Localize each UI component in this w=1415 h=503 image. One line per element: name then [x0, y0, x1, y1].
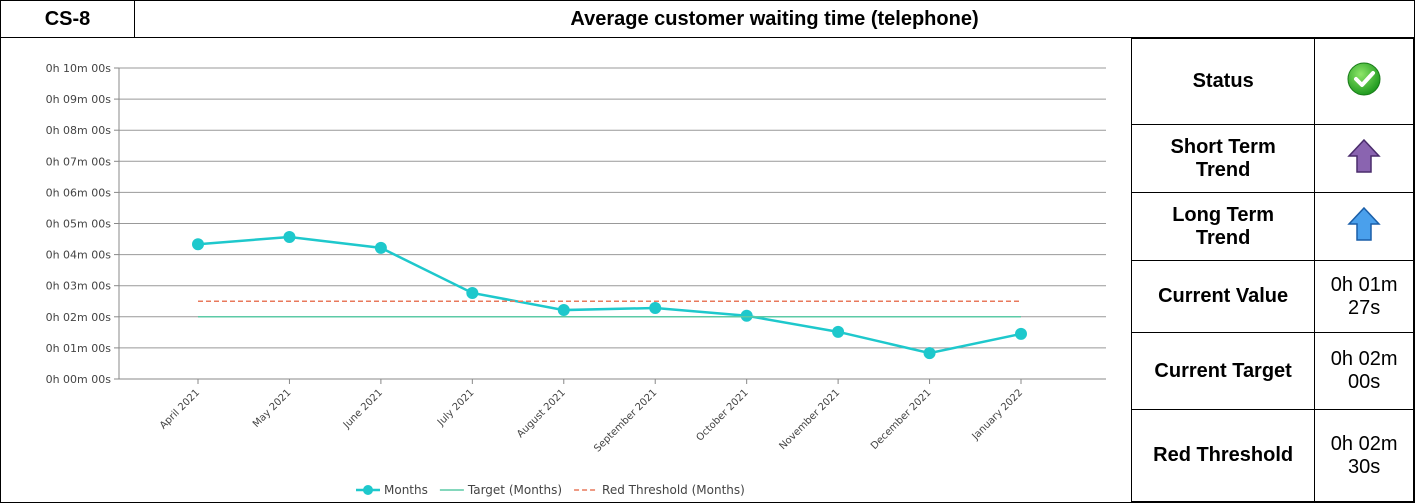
x-tick-label: November 2021	[777, 387, 842, 452]
chart: 0h 00m 00s 0h 01m 00s 0h 02m 00s 0h 03m 00s…	[46, 62, 1106, 497]
up-arrow	[1347, 138, 1381, 173]
indicator-table: Status Short Term Trend Long Term Trend	[1130, 38, 1414, 502]
x-tick-label: June 2021	[341, 387, 385, 431]
point	[740, 309, 753, 322]
trend-icon	[1314, 192, 1414, 261]
value: 0h 02m 30s	[1314, 409, 1414, 502]
point	[649, 301, 662, 314]
value: 0h 01m 27s	[1314, 260, 1414, 333]
series-line	[197, 235, 1022, 355]
y-tick-label: 0h 01m 00s	[46, 342, 112, 355]
y-tick-label: 0h 08m 00s	[46, 124, 112, 137]
x-tick-label: January 2022	[970, 387, 1026, 443]
row: Long Term Trend	[1130, 192, 1414, 261]
row: Status	[1130, 38, 1414, 125]
legend: Months Target (Months) Red Threshold (Mont…	[356, 483, 745, 497]
x-tick-label: October 2021	[694, 387, 750, 443]
point	[466, 286, 479, 299]
row: Current Value 0h 01m 27s	[1130, 260, 1414, 333]
x-tick-label: May 2021	[251, 387, 294, 430]
label: Status	[1130, 38, 1316, 125]
label: Short Term Trend	[1130, 124, 1316, 193]
label: Red Threshold	[1130, 409, 1316, 502]
row: Current Target 0h 02m 00s	[1130, 332, 1414, 410]
point	[283, 230, 296, 243]
label: Current Target	[1130, 332, 1316, 410]
x-tick-label: August 2021	[515, 387, 568, 440]
legend-label: Target (Months)	[467, 483, 562, 497]
row: Red Threshold 0h 02m 30s	[1130, 409, 1414, 502]
point	[1015, 327, 1027, 340]
up-arrow	[1347, 206, 1381, 241]
code: CS-8	[1, 1, 135, 38]
label: Current Value	[1130, 260, 1316, 333]
y-tick-label: 0h 06m 00s	[46, 186, 112, 199]
point	[923, 347, 936, 360]
trend-icon	[1314, 124, 1414, 193]
y-tick-label: 0h 05m 00s	[46, 218, 112, 231]
row: Short Term Trend	[1130, 124, 1414, 193]
y-tick-label: 0h 10m 00s	[46, 62, 112, 75]
legend-marker	[363, 485, 373, 495]
point	[557, 304, 570, 317]
y-tick-label: 0h 02m 00s	[46, 311, 112, 324]
legend-label: Red Threshold (Months)	[602, 483, 745, 497]
label: Long Term Trend	[1130, 192, 1316, 261]
y-tick-label: 0h 09m 00s	[46, 93, 112, 106]
title: Average customer waiting time (telephone…	[135, 1, 1414, 38]
x-tick-label: September 2021	[592, 387, 659, 454]
legend-label: Months	[384, 483, 428, 497]
y-tick-label: 0h 03m 00s	[46, 280, 112, 293]
x-tick-label: April 2021	[158, 387, 202, 431]
status-icon	[1314, 38, 1414, 125]
y-tick-label: 0h 04m 00s	[46, 249, 112, 262]
point	[192, 238, 204, 251]
y-tick-label: 0h 00m 00s	[46, 373, 112, 386]
y-tick-label: 0h 07m 00s	[46, 155, 112, 168]
x-tick-label: July 2021	[435, 387, 476, 428]
x-tick-label: December 2021	[869, 387, 934, 452]
point	[374, 241, 387, 254]
value: 0h 02m 00s	[1314, 332, 1414, 410]
check-icon	[1347, 62, 1381, 95]
point	[832, 325, 845, 338]
